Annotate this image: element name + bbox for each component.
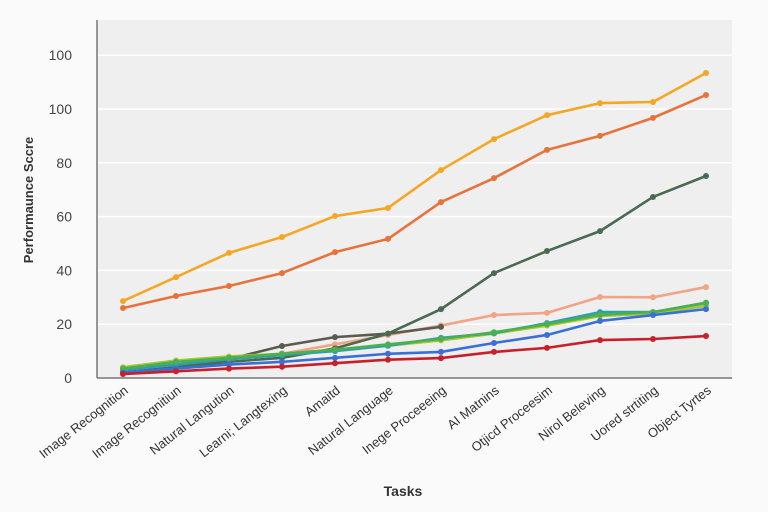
x-tick-label: Image Recognition [36, 383, 131, 462]
data-point [491, 270, 497, 277]
data-point [332, 334, 338, 341]
data-point [332, 249, 338, 256]
data-point [703, 92, 709, 99]
data-point [385, 350, 391, 357]
data-point [332, 213, 338, 220]
data-point [650, 114, 656, 121]
x-axis-label: Tasks [384, 483, 423, 499]
data-point [279, 350, 285, 357]
data-point [438, 167, 444, 174]
data-point [279, 363, 285, 370]
data-point [120, 305, 126, 312]
series-line [122, 71, 707, 303]
y-tick-label: 100 [49, 101, 73, 117]
data-point [385, 235, 391, 242]
data-point [703, 299, 709, 306]
data-point [226, 365, 232, 372]
data-point [703, 69, 709, 76]
data-point [226, 249, 232, 256]
y-tick-label: 60 [56, 209, 72, 225]
data-point [279, 342, 285, 349]
data-point [332, 360, 338, 367]
data-point [491, 329, 497, 336]
data-point [438, 335, 444, 342]
data-point [597, 317, 603, 324]
data-point [597, 311, 603, 318]
x-tick-label: Learni; Langtexing [196, 383, 290, 461]
series-8 [120, 306, 709, 376]
data-point [597, 100, 603, 107]
data-point [650, 193, 656, 200]
data-point [279, 270, 285, 277]
data-point [597, 337, 603, 344]
data-point [544, 344, 550, 351]
data-point [597, 294, 603, 301]
series-lines [120, 69, 709, 377]
data-point [703, 172, 709, 179]
series-line [122, 174, 707, 374]
data-point [438, 306, 444, 313]
series-line [122, 93, 707, 310]
data-point [173, 358, 179, 365]
data-point [650, 335, 656, 342]
data-point [173, 292, 179, 299]
data-point [279, 234, 285, 241]
series-line [122, 301, 707, 370]
y-axis-ticks: 0 20 40 60 80 100 100 [49, 47, 73, 386]
series-7 [120, 299, 709, 372]
data-point [385, 356, 391, 363]
data-point [597, 228, 603, 235]
series-line [122, 334, 707, 376]
data-point [385, 330, 391, 337]
data-point [703, 306, 709, 313]
data-point [650, 99, 656, 106]
data-point [650, 294, 656, 301]
data-point [438, 355, 444, 362]
data-point [703, 284, 709, 291]
data-point [491, 175, 497, 182]
data-point [650, 312, 656, 319]
data-point [544, 248, 550, 255]
series-0 [120, 69, 709, 305]
data-point [491, 340, 497, 347]
data-point [173, 368, 179, 375]
y-tick-label: 80 [56, 155, 72, 171]
data-point [173, 274, 179, 281]
data-point [544, 309, 550, 316]
y-tick-label: 100 [49, 47, 73, 63]
data-point [332, 346, 338, 353]
data-point [332, 354, 338, 361]
data-point [544, 146, 550, 153]
data-point [226, 283, 232, 290]
data-point [438, 348, 444, 355]
data-point [491, 312, 497, 319]
series-9 [120, 333, 709, 377]
series-line [122, 307, 707, 374]
x-tick-label: Amaitd [302, 383, 343, 420]
data-point [491, 348, 497, 355]
data-point [120, 298, 126, 305]
data-point [597, 132, 603, 139]
x-tick-label: Image Recognitiun [89, 383, 184, 462]
data-point [279, 358, 285, 365]
data-point [120, 370, 126, 377]
y-axis-label: Performaunce Sccre [21, 137, 36, 263]
y-tick-label: 20 [56, 316, 72, 332]
y-tick-label: 40 [56, 262, 72, 278]
data-point [438, 199, 444, 206]
data-point [544, 112, 550, 119]
data-point [226, 354, 232, 361]
data-point [703, 333, 709, 340]
data-point [385, 204, 391, 211]
data-point [385, 341, 391, 348]
y-tick-label: 0 [64, 370, 72, 386]
data-point [491, 136, 497, 143]
data-point [544, 321, 550, 328]
data-point [438, 323, 444, 330]
grid-lines [97, 54, 732, 325]
series-1 [120, 92, 709, 312]
data-point [544, 331, 550, 338]
